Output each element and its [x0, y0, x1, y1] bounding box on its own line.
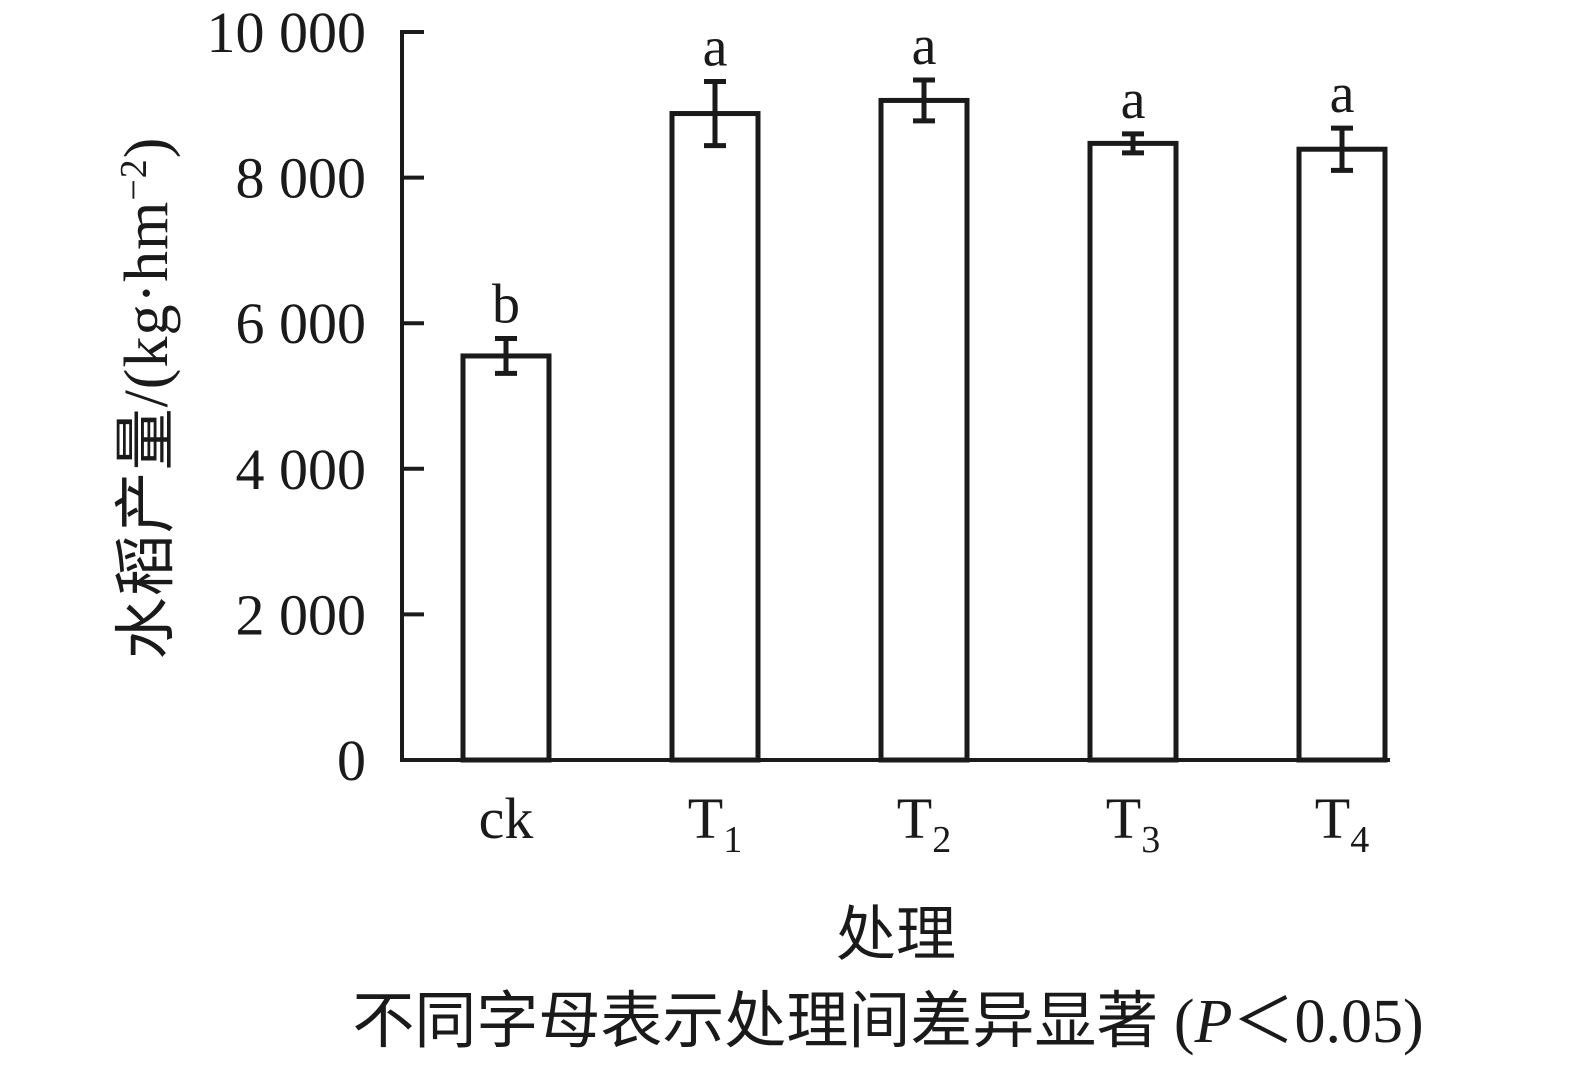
- y-tick-label: 10 000: [207, 0, 367, 65]
- caption-suffix: ＜0.05): [1232, 988, 1424, 1056]
- bar: [1296, 146, 1388, 763]
- y-axis-label: 水稻产量/(kg·hm−2): [95, 137, 185, 660]
- y-axis-label-main: 水稻产量/(kg·hm: [113, 200, 181, 660]
- x-category-label: T1: [688, 786, 742, 861]
- y-axis-label-superscript: −2: [113, 158, 156, 201]
- y-tick-label: 2 000: [236, 582, 367, 647]
- caption-prefix: 不同字母表示处理间差异显著 (: [352, 988, 1195, 1056]
- x-axis-title: 处理: [836, 902, 956, 968]
- bar: [878, 97, 970, 763]
- caption-p-symbol: P: [1194, 988, 1233, 1056]
- significance-letter: b: [492, 273, 520, 335]
- bar: [1087, 140, 1179, 763]
- bar: [669, 111, 761, 763]
- x-category-label: T4: [1315, 786, 1369, 861]
- y-axis-label-close: ): [113, 136, 181, 159]
- x-category-label: ck: [479, 786, 534, 851]
- bar: [460, 353, 552, 763]
- x-category-label: T2: [897, 786, 951, 861]
- y-tick-label: 6 000: [236, 291, 367, 356]
- significance-letter: a: [912, 15, 937, 77]
- y-tick-label: 0: [337, 728, 366, 793]
- figure-caption: 不同字母表示处理间差异显著 (P＜0.05): [286, 970, 1490, 1060]
- x-category-label: T3: [1106, 786, 1160, 861]
- y-tick-label: 4 000: [236, 437, 367, 502]
- significance-letter: a: [1121, 69, 1146, 131]
- significance-letter: a: [703, 17, 728, 79]
- significance-letter: a: [1330, 63, 1355, 125]
- y-tick-label: 8 000: [236, 146, 367, 211]
